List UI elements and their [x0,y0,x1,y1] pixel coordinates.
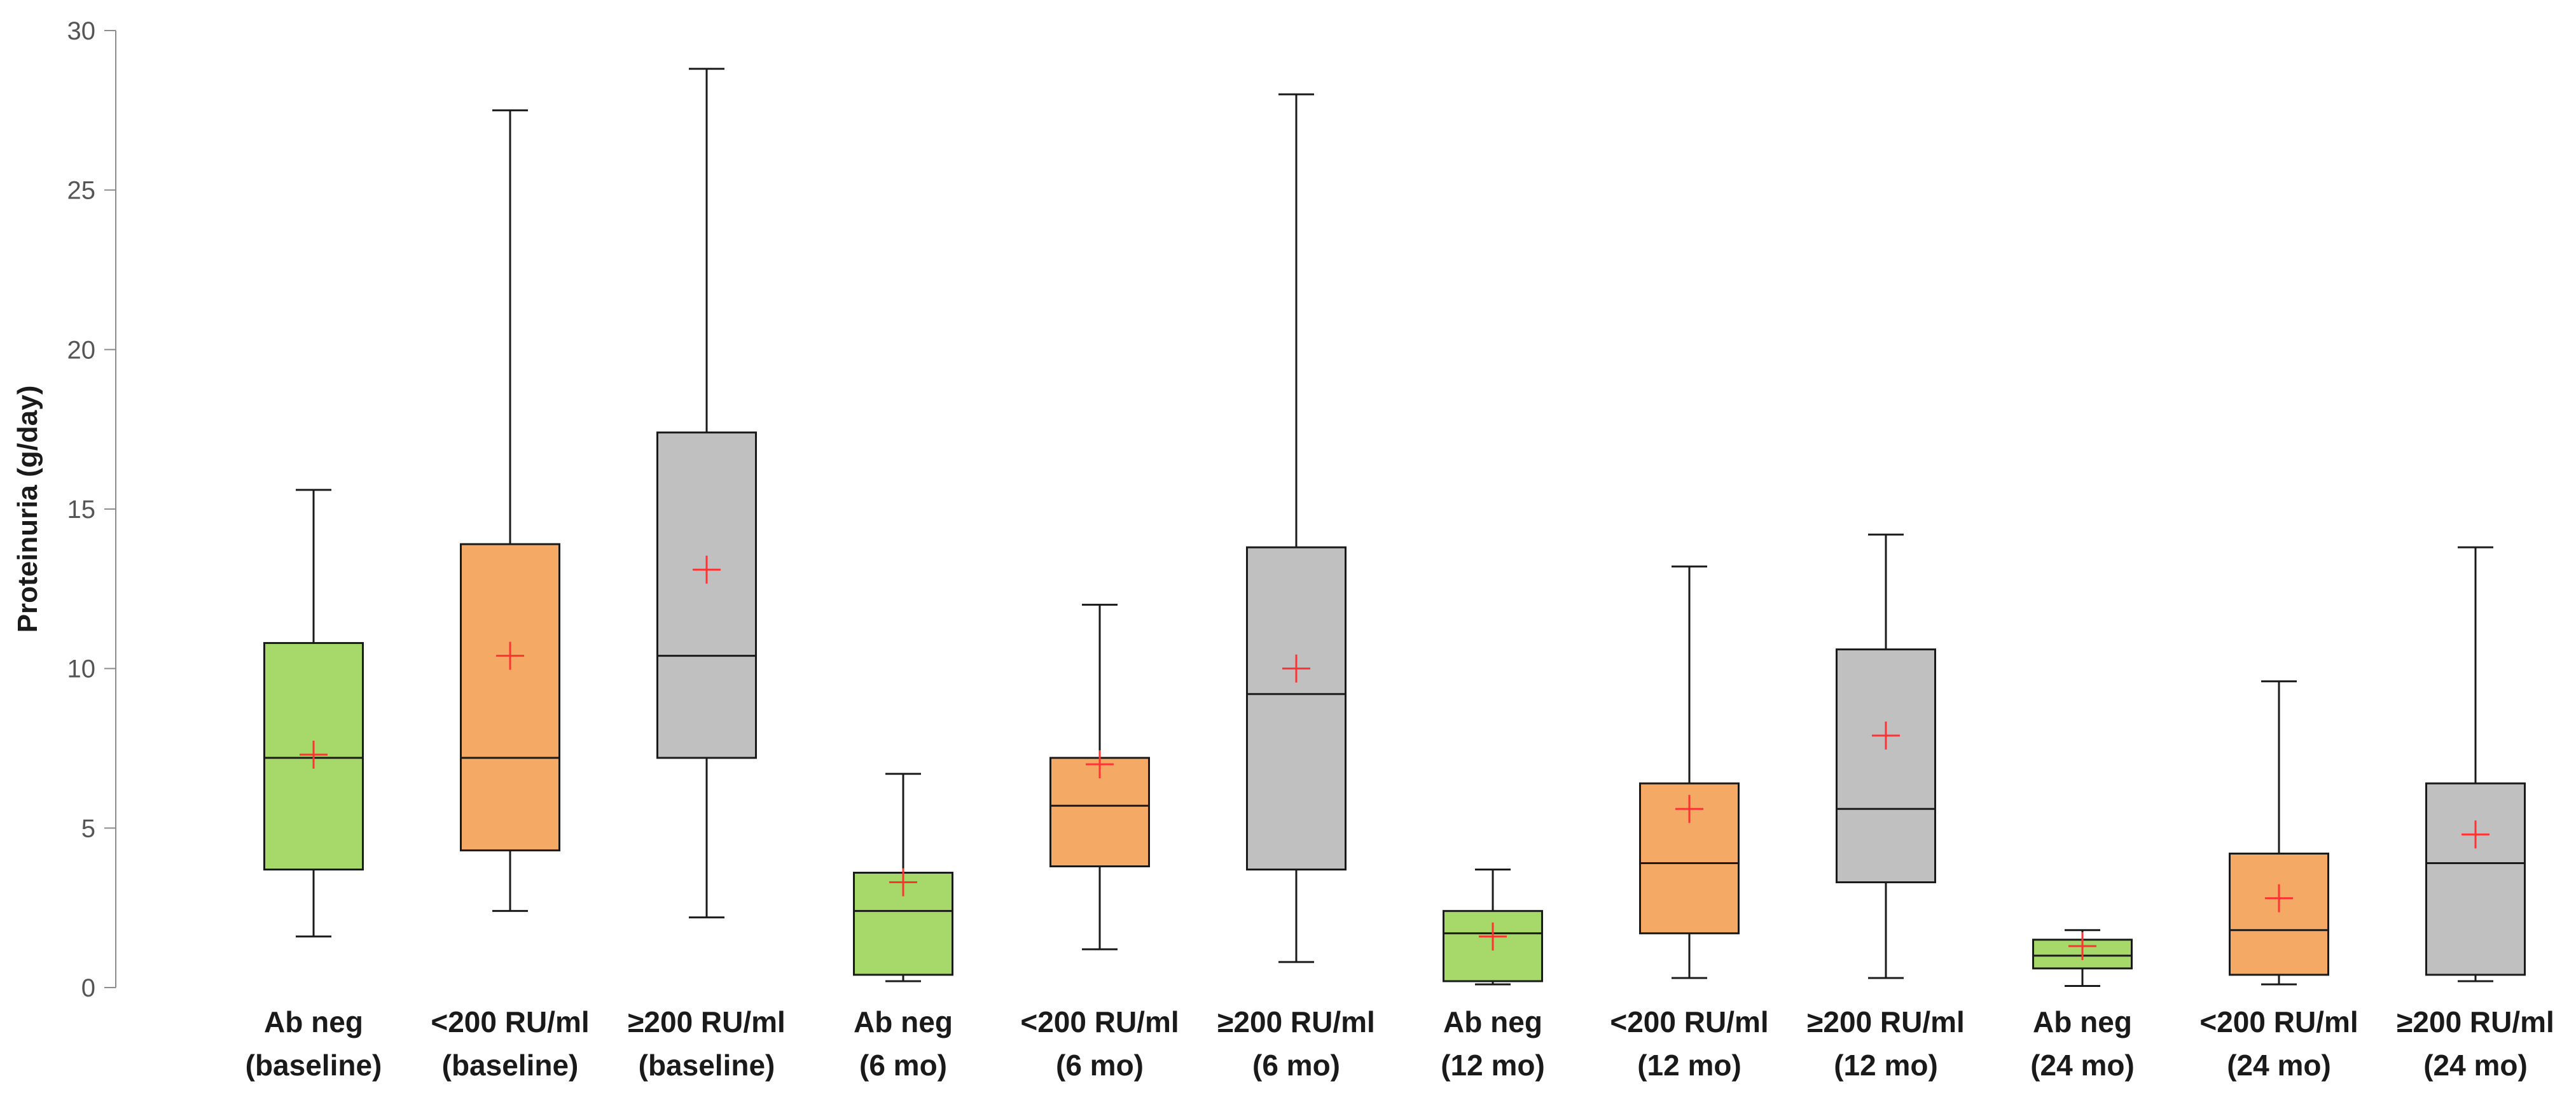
category-label-line1: Ab neg [854,1005,953,1038]
category-label-line2: (6 mo) [1056,1049,1144,1082]
box-item [1836,533,1936,979]
category-label-line1: <200 RU/ml [1020,1005,1179,1038]
box-item [263,489,364,938]
category-label-line2: (baseline) [639,1049,775,1082]
iqr-box [2425,782,2526,976]
category-label-line1: <200 RU/ml [1610,1005,1768,1038]
box-item [1049,603,1150,951]
category-label-line2: (24 mo) [2227,1049,2331,1082]
box-item [1639,565,1740,979]
box-item [460,109,560,912]
y-tick-label: 20 [67,336,96,364]
iqr-box [460,543,560,851]
iqr-box [656,431,757,759]
category-labels: Ab neg (baseline) <200 RU/ml (baseline) ≥200… [246,1005,2554,1082]
y-tick-label: 30 [67,17,96,45]
y-tick-label: 0 [81,974,95,1002]
category-label-line2: (24 mo) [2423,1049,2528,1082]
category-label-line2: (12 mo) [1637,1049,1742,1082]
y-tick-label: 5 [81,814,95,842]
category-label-line1: ≥200 RU/ml [2397,1005,2554,1038]
box-item [853,772,953,982]
y-axis: 0 5 10 15 20 25 30 [67,17,116,1002]
category-label-line1: ≥200 RU/ml [1217,1005,1375,1038]
category-label-line2: (6 mo) [859,1049,947,1082]
iqr-box [1246,546,1347,871]
y-tick-label: 15 [67,496,96,524]
box-series [263,67,2526,987]
category-label-line2: (24 mo) [2030,1049,2135,1082]
y-tick-label: 10 [67,655,96,683]
iqr-box [2229,852,2329,976]
box-item [1246,93,1347,963]
box-item [2425,546,2526,982]
category-label-line1: Ab neg [1443,1005,1542,1038]
category-label-line1: Ab neg [2033,1005,2132,1038]
box-item [656,67,757,919]
box-item [2229,680,2329,986]
box-item [1443,869,1543,986]
category-label-line1: <200 RU/ml [431,1005,589,1038]
iqr-box [853,872,953,976]
category-label-line2: (baseline) [246,1049,382,1082]
y-axis-title: Proteinuria (g/day) [12,386,43,633]
category-label-line2: (12 mo) [1834,1049,1938,1082]
category-label-line1: <200 RU/ml [2199,1005,2358,1038]
category-label-line1: ≥200 RU/ml [628,1005,786,1038]
category-label-line2: (12 mo) [1441,1049,1545,1082]
category-label-line2: (baseline) [442,1049,579,1082]
category-label-line1: ≥200 RU/ml [1807,1005,1965,1038]
iqr-box [1836,648,1936,884]
y-tick-label: 25 [67,177,96,205]
category-label-line1: Ab neg [264,1005,363,1038]
box-item [2032,929,2133,987]
category-label-line2: (6 mo) [1252,1049,1340,1082]
